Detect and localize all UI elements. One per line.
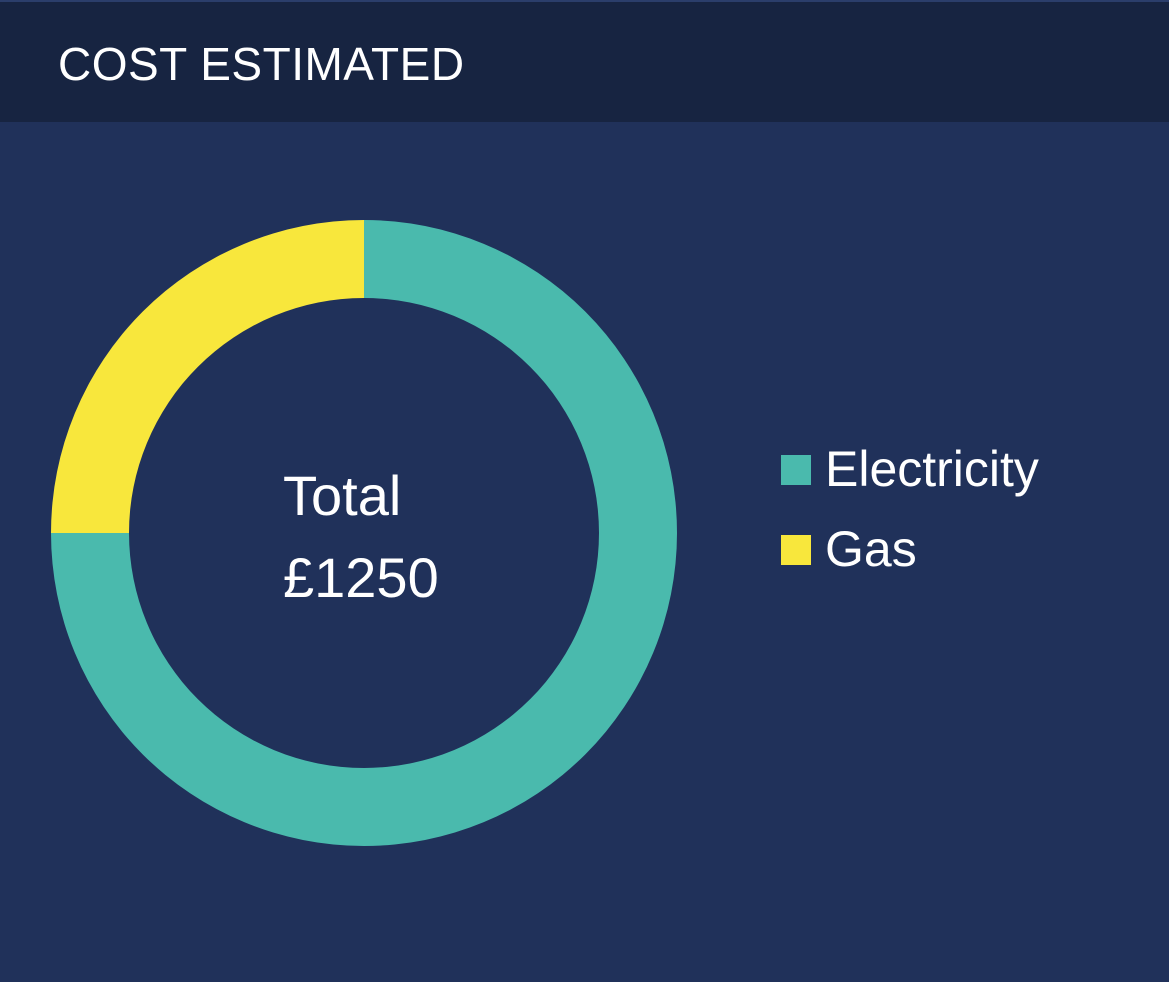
donut-chart [51,220,677,846]
legend-label: Gas [825,521,917,577]
legend-swatch [781,455,811,485]
header-bar: COST ESTIMATED [0,0,1169,122]
legend-label: Electricity [825,441,1039,497]
donut-slice-gas[interactable] [51,220,364,533]
legend-swatch [781,535,811,565]
center-label-title: Total [283,464,402,527]
center-label-total: £1250 [283,546,439,609]
page-title: COST ESTIMATED [58,38,465,90]
chart-area: Total £1250 Electricity Gas [0,122,1169,982]
